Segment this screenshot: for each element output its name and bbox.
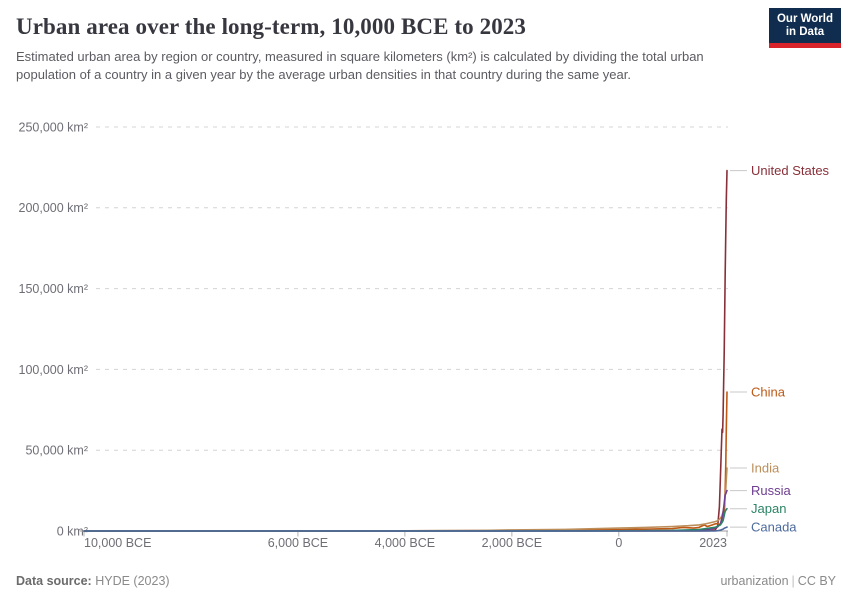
data-source-value: HYDE (2023)	[95, 574, 170, 588]
footer-right: urbanization | CC BY	[720, 574, 836, 588]
y-tick-label: 150,000 km²	[19, 282, 88, 296]
owid-logo-line1: Our World	[776, 13, 833, 25]
data-source: Data source: HYDE (2023)	[16, 574, 170, 588]
owid-logo-line2: in Data	[785, 26, 825, 38]
y-tick-label: 250,000 km²	[19, 120, 88, 134]
series-line-japan	[83, 507, 728, 532]
series-line-canada	[83, 526, 728, 532]
x-tick-label: 0	[615, 536, 622, 550]
topic-link[interactable]: urbanization	[720, 574, 789, 588]
chart-header: Urban area over the long-term, 10,000 BC…	[16, 14, 761, 85]
series-line-united-states	[83, 169, 728, 532]
license-link[interactable]: CC BY	[797, 574, 836, 588]
series-line-china	[83, 391, 728, 532]
entity-label-japan[interactable]: Japan	[751, 501, 786, 516]
entity-label-china[interactable]: China	[751, 385, 786, 400]
y-tick-label: 100,000 km²	[19, 363, 88, 377]
y-tick-label: 50,000 km²	[25, 444, 88, 458]
entity-label-russia[interactable]: Russia	[751, 483, 792, 498]
x-tick-label: 4,000 BCE	[375, 536, 435, 550]
x-tick-label: 10,000 BCE	[84, 536, 151, 550]
data-source-label: Data source:	[16, 574, 92, 588]
page-title: Urban area over the long-term, 10,000 BC…	[16, 14, 526, 39]
owid-logo[interactable]: Our World in Data	[769, 8, 841, 48]
y-tick-label: 200,000 km²	[19, 201, 88, 215]
chart-subtitle: Estimated urban area by region or countr…	[16, 49, 704, 83]
series-line-india	[83, 467, 728, 532]
series-line-russia	[83, 489, 728, 532]
x-tick-label: 2,000 BCE	[482, 536, 542, 550]
chart-footer: Data source: HYDE (2023) urbanization | CC…	[16, 574, 836, 588]
x-tick-label: 6,000 BCE	[268, 536, 328, 550]
entity-label-united-states[interactable]: United States	[751, 163, 830, 178]
x-tick-label: 2023	[699, 536, 727, 550]
entity-label-canada[interactable]: Canada	[751, 520, 797, 535]
entity-label-india[interactable]: India	[751, 461, 780, 476]
footer-separator: |	[791, 574, 795, 588]
y-tick-label: 0 km²	[57, 524, 88, 538]
